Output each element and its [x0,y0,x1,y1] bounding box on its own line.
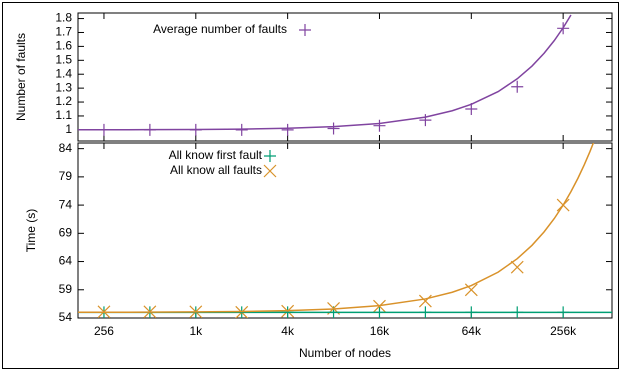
marker [419,114,432,127]
x-tick-label: 4k [281,324,295,338]
plot-frame [77,12,613,142]
legend-label: Average number of faults [153,22,287,36]
marker [373,119,386,132]
fit-line [78,143,595,314]
y-tick-label: 79 [59,169,73,183]
legend-marker [264,150,276,162]
x-tick-label: 256 [94,324,114,338]
y-tick-label: 54 [59,310,73,324]
y-axis-label: Number of faults [14,33,28,121]
legend-label: All know all faults [170,163,262,177]
marker [281,123,294,136]
marker [235,123,248,136]
legend-label: All know first fault [169,148,263,162]
plot-area [78,143,612,318]
plot-frame [77,142,613,319]
y-tick-label: 1.2 [55,94,72,108]
plot-area [78,14,572,136]
y-tick-label: 1.4 [55,66,72,80]
x-tick-label: 256k [550,324,577,338]
y-tick-label: 1.1 [55,108,72,122]
legend-marker [263,164,277,178]
y-tick-label: 69 [59,225,73,239]
x-tick-label: 1k [189,324,203,338]
y-tick-label: 1.5 [55,52,72,66]
x-tick-label: 16k [370,324,390,338]
y-tick-label: 1.3 [55,80,72,94]
y-tick-label: 1.7 [55,25,72,39]
marker [327,122,340,135]
marker [511,80,524,93]
y-tick-label: 1.8 [55,11,72,25]
fit-line [78,14,572,131]
x-tick-label: 64k [462,324,482,338]
y-tick-label: 59 [59,282,73,296]
x-axis-label: Number of nodes [299,346,391,360]
legend-marker [299,24,311,36]
y-tick-label: 84 [59,141,73,155]
y-tick-label: 1.6 [55,39,72,53]
marker [464,283,478,297]
y-tick-label: 64 [59,254,73,268]
y-axis-label: Time (s) [24,209,38,253]
y-tick-label: 74 [59,197,73,211]
marker [510,260,524,274]
y-tick-label: 1 [65,122,72,136]
marker [418,294,432,308]
